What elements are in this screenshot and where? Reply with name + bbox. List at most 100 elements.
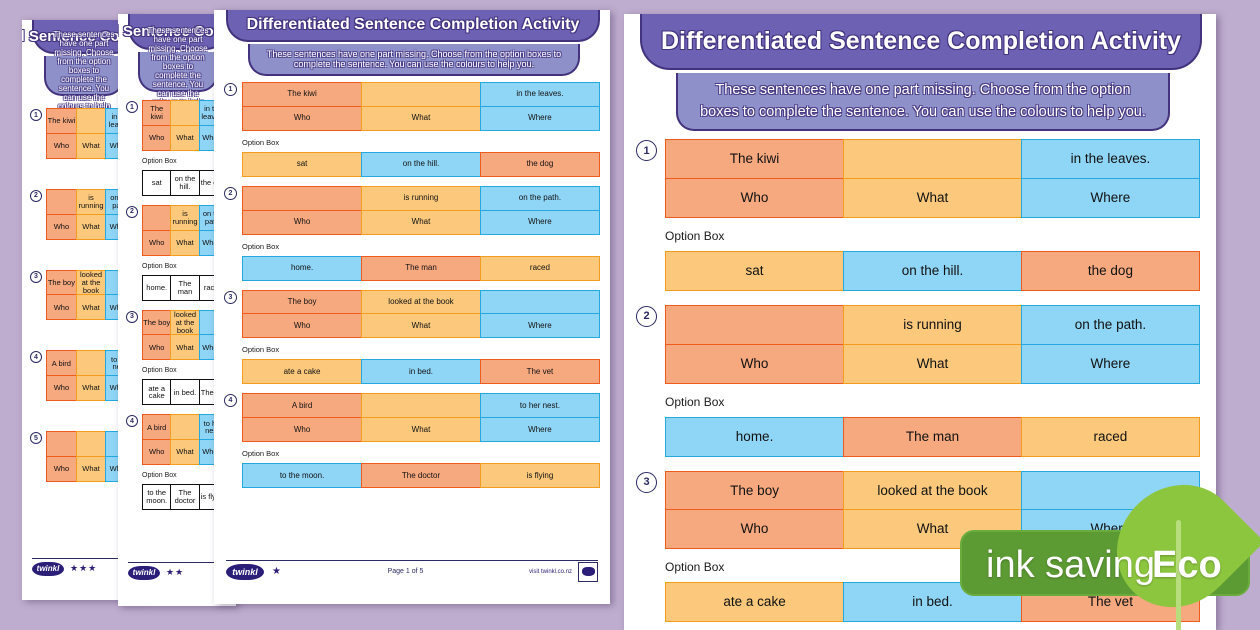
sentence-cell[interactable]: [75, 350, 107, 377]
sentence-cell[interactable]: looked at the book: [842, 470, 1023, 511]
sentence-cell[interactable]: [142, 204, 172, 231]
sentence-cell[interactable]: What: [170, 124, 200, 151]
sentence-cell[interactable]: What: [360, 105, 482, 131]
sentence-cell[interactable]: is flying: [479, 463, 600, 489]
sentence-cell[interactable]: Who: [242, 105, 363, 131]
sentence-cell[interactable]: Where: [479, 417, 600, 443]
sentence-cell[interactable]: Who: [242, 313, 363, 339]
sentence-cell[interactable]: Who: [142, 229, 172, 256]
sentence-cell[interactable]: is running: [170, 204, 200, 231]
sentence-cell[interactable]: Where: [479, 313, 600, 339]
sentence-cell[interactable]: in the leaves.: [479, 82, 600, 107]
sentence-cell[interactable]: raced: [479, 255, 600, 281]
sentence-cell[interactable]: [170, 100, 200, 126]
sentence-cell[interactable]: [75, 431, 107, 458]
sentence-cell[interactable]: is running: [842, 304, 1023, 345]
preview-sheet-1-star[interactable]: Differentiated Sentence Completion Activ…: [214, 10, 610, 604]
sentence-cell[interactable]: A bird: [242, 393, 363, 419]
sentence-cell[interactable]: the dog: [479, 151, 600, 177]
sentence-cell[interactable]: Who: [46, 132, 77, 159]
sentence-cell[interactable]: What: [842, 343, 1023, 384]
sentence-cell[interactable]: A bird: [46, 350, 77, 377]
sentence-cell[interactable]: on the path.: [479, 185, 600, 211]
sentence-cell[interactable]: Where: [1020, 177, 1200, 218]
sentence-cell[interactable]: Who: [46, 294, 77, 321]
sentence-cell[interactable]: Who: [665, 177, 845, 218]
sentence-cell[interactable]: in bed.: [170, 379, 200, 406]
sentence-cell[interactable]: The kiwi: [242, 82, 363, 107]
sentence-cell[interactable]: in the leaves.: [1020, 139, 1200, 179]
sentence-cell[interactable]: The doctor: [360, 463, 482, 489]
sentence-cell[interactable]: in bed.: [360, 359, 482, 385]
sentence-cell[interactable]: to the moon.: [242, 463, 363, 489]
sentence-cell[interactable]: What: [170, 439, 200, 466]
sentence-cell[interactable]: [46, 188, 77, 215]
sentence-cell[interactable]: Who: [665, 343, 845, 384]
sentence-cell[interactable]: to the moon.: [142, 484, 172, 511]
sentence-cell[interactable]: sat: [242, 151, 363, 177]
sentence-cell[interactable]: [360, 393, 482, 419]
sentence-cell[interactable]: The boy: [46, 269, 77, 296]
sentence-cell[interactable]: ate a cake: [242, 359, 363, 385]
sentence-cell[interactable]: to her nest.: [479, 393, 600, 419]
sentence-cell[interactable]: Who: [46, 456, 77, 483]
sentence-cell[interactable]: A bird: [142, 414, 172, 441]
sentence-cell[interactable]: What: [75, 456, 107, 483]
sentence-cell[interactable]: ate a cake: [142, 379, 172, 406]
sentence-cell[interactable]: is running: [360, 185, 482, 211]
sentence-cell[interactable]: What: [170, 229, 200, 256]
sentence-cell[interactable]: What: [75, 132, 107, 159]
sentence-cell[interactable]: What: [360, 417, 482, 443]
sentence-cell[interactable]: home.: [242, 255, 363, 281]
sentence-cell[interactable]: What: [360, 209, 482, 235]
sentence-cell[interactable]: [46, 431, 77, 458]
visit-url[interactable]: visit twinkl.co.nz: [528, 568, 572, 575]
sentence-cell[interactable]: on the hill.: [170, 169, 200, 196]
sentence-cell[interactable]: The boy: [142, 309, 172, 336]
sentence-cell[interactable]: ate a cake: [665, 582, 845, 623]
main-document-page[interactable]: Differentiated Sentence Completion Activ…: [624, 14, 1216, 630]
sentence-cell[interactable]: Who: [142, 124, 172, 151]
sentence-cell[interactable]: on the path.: [1020, 304, 1200, 345]
sentence-cell[interactable]: Who: [142, 439, 172, 466]
sentence-cell[interactable]: Where: [1020, 343, 1200, 384]
sentence-cell[interactable]: sat: [142, 169, 172, 196]
sentence-cell[interactable]: The boy: [242, 289, 363, 315]
sentence-cell[interactable]: [842, 139, 1023, 179]
sentence-cell[interactable]: Who: [242, 209, 363, 235]
sentence-cell[interactable]: Who: [142, 334, 172, 361]
sentence-cell[interactable]: is running: [75, 188, 107, 215]
sentence-cell[interactable]: looked at the book: [170, 309, 200, 336]
sentence-cell[interactable]: Who: [46, 375, 77, 402]
sentence-cell[interactable]: The vet: [479, 359, 600, 385]
sentence-cell[interactable]: [242, 185, 363, 211]
sentence-cell[interactable]: [360, 82, 482, 107]
sentence-cell[interactable]: What: [75, 213, 107, 240]
sentence-cell[interactable]: The doctor: [170, 484, 200, 511]
sentence-cell[interactable]: raced: [1020, 416, 1200, 457]
sentence-cell[interactable]: on the hill.: [360, 151, 482, 177]
sentence-cell[interactable]: The kiwi: [46, 108, 77, 134]
sentence-cell[interactable]: on the hill.: [842, 250, 1023, 291]
sentence-cell[interactable]: looked at the book: [75, 269, 107, 296]
sentence-cell[interactable]: The boy: [665, 470, 845, 511]
sentence-cell[interactable]: the dog: [1020, 250, 1200, 291]
sentence-cell[interactable]: [665, 304, 845, 345]
sentence-cell[interactable]: [75, 108, 107, 134]
sentence-cell[interactable]: What: [75, 294, 107, 321]
sentence-cell[interactable]: What: [75, 375, 107, 402]
sentence-cell[interactable]: The man: [360, 255, 482, 281]
sentence-cell[interactable]: The kiwi: [665, 139, 845, 179]
sentence-cell[interactable]: The man: [842, 416, 1023, 457]
sentence-cell[interactable]: home.: [142, 274, 172, 301]
sentence-cell[interactable]: Where: [479, 209, 600, 235]
qr-code[interactable]: [578, 561, 598, 582]
sentence-cell[interactable]: What: [842, 177, 1023, 218]
sentence-cell[interactable]: Where: [479, 105, 600, 131]
sentence-cell[interactable]: home.: [665, 416, 845, 457]
sentence-cell[interactable]: What: [360, 313, 482, 339]
sentence-cell[interactable]: What: [170, 334, 200, 361]
sentence-cell[interactable]: The man: [170, 274, 200, 301]
sentence-cell[interactable]: Who: [242, 417, 363, 443]
sentence-cell[interactable]: The kiwi: [142, 100, 172, 126]
